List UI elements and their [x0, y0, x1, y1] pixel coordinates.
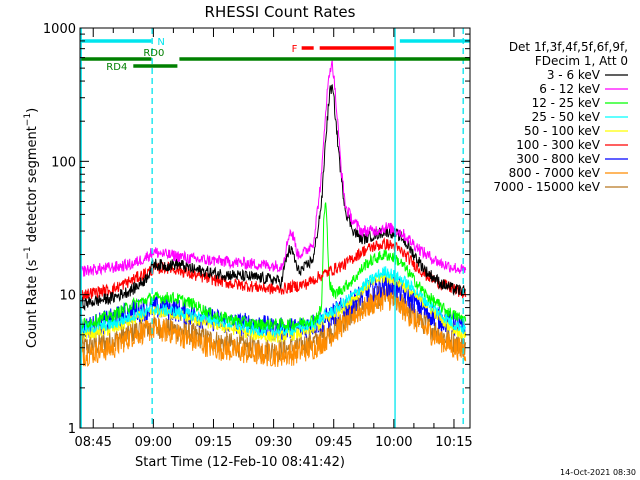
x-tick-label: 09:00 — [135, 435, 172, 450]
state-label-rd4: RD4 — [106, 62, 127, 73]
plot-frame — [79, 27, 471, 429]
legend-label: 50 - 100 keV — [524, 124, 601, 138]
axes: 1 10 100 1000 08:45 09:00 09:15 09:30 09:45 10:00… — [43, 22, 473, 450]
legend-header-detectors: Det 1f,3f,4f,5f,6f,9f, — [509, 40, 628, 54]
y-tick-label: 100 — [51, 155, 76, 170]
x-tick-label: 09:30 — [255, 435, 292, 450]
legend-label: 300 - 800 keV — [516, 152, 600, 166]
legend-label: 7000 - 15000 keV — [493, 180, 600, 194]
y-axis-label-exp1: −1 — [23, 246, 33, 259]
y-tick-label: 1000 — [43, 22, 76, 37]
series-line-2 — [80, 202, 467, 331]
y-tick-label: 1 — [68, 422, 76, 437]
y-axis-label-exp2: −1 — [23, 113, 33, 126]
y-axis-label-part2: detector segment — [25, 126, 40, 246]
state-label-f: F — [292, 44, 298, 55]
state-label-rd0: RD0 — [143, 48, 164, 59]
series-line-3 — [80, 266, 467, 338]
legend-label: 100 - 300 keV — [516, 138, 600, 152]
y-axis-label-part3: ) — [25, 108, 40, 113]
y-axis-label: Count Rate (s−1 detector segment−1) — [23, 108, 40, 348]
legend-label: 12 - 25 keV — [532, 96, 601, 110]
series-line-0 — [80, 84, 466, 312]
x-tick-label: 09:45 — [315, 435, 352, 450]
legend-label: 25 - 50 keV — [532, 110, 601, 124]
legend-label: 3 - 6 keV — [547, 68, 601, 82]
footer-date: 14-Oct-2021 08:30 — [560, 468, 636, 477]
legend: Det 1f,3f,4f,5f,6f,9f, FDecim 1, Att 0 3… — [493, 40, 628, 194]
x-tick-label: 10:15 — [435, 435, 472, 450]
x-tick-label: 08:45 — [74, 435, 111, 450]
series-line-5 — [80, 236, 467, 300]
legend-label: 800 - 7000 keV — [509, 166, 601, 180]
series-line-1 — [80, 59, 467, 277]
legend-header-decim: FDecim 1, Att 0 — [535, 54, 628, 68]
series-line-7 — [80, 286, 467, 367]
y-axis-label-part1: Count Rate (s — [25, 259, 40, 348]
x-tick-label: 10:00 — [375, 435, 412, 450]
x-tick-label: 09:15 — [195, 435, 232, 450]
x-axis-label: Start Time (12-Feb-10 08:41:42) — [135, 455, 345, 470]
y-tick-label: 10 — [59, 289, 76, 304]
chart-title: RHESSI Count Rates — [205, 3, 356, 21]
legend-label: 6 - 12 keV — [539, 82, 601, 96]
state-label-n: N — [157, 37, 164, 48]
